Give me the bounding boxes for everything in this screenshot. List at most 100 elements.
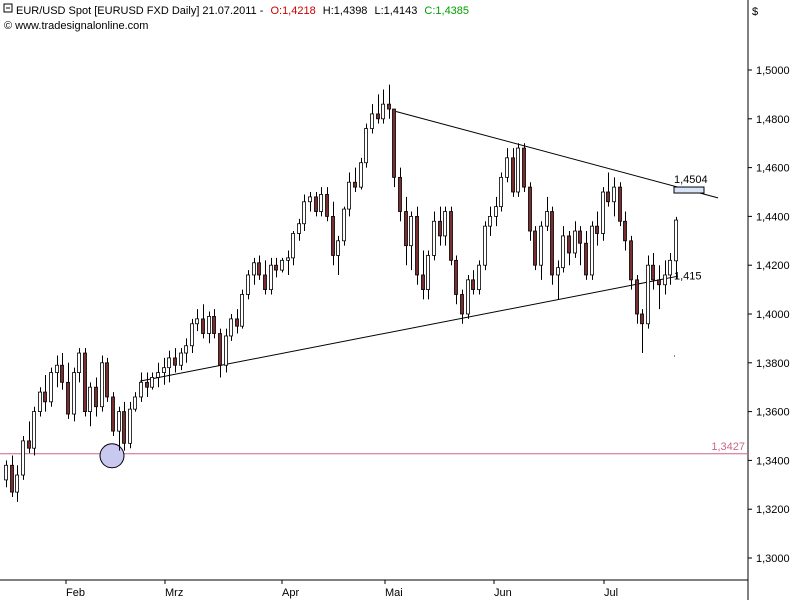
candle-body bbox=[100, 362, 104, 408]
candle bbox=[139, 372, 143, 402]
candle-body bbox=[668, 259, 672, 276]
candle-body bbox=[432, 220, 436, 256]
candle-body bbox=[27, 440, 31, 449]
candle-body bbox=[319, 194, 323, 212]
candle-body bbox=[15, 474, 19, 493]
candle-body bbox=[257, 262, 261, 276]
candle-body bbox=[398, 176, 402, 212]
candle-body bbox=[218, 333, 222, 366]
candle-body bbox=[533, 230, 537, 266]
candle-body bbox=[466, 279, 470, 315]
candle-body bbox=[72, 372, 76, 415]
candle bbox=[460, 289, 464, 324]
candle-body bbox=[516, 147, 520, 193]
candle bbox=[539, 221, 543, 280]
annotation-1-415: 1,415 bbox=[674, 270, 702, 282]
candle bbox=[331, 201, 335, 266]
candle-body bbox=[286, 257, 290, 261]
candle-body bbox=[578, 230, 582, 244]
candle bbox=[387, 84, 391, 119]
candle bbox=[483, 221, 487, 271]
candle bbox=[302, 194, 306, 232]
candle-body bbox=[347, 181, 351, 210]
candle bbox=[173, 348, 177, 373]
candle-body bbox=[139, 381, 143, 398]
candle-body bbox=[280, 259, 284, 271]
support-line-label: 1,3427 bbox=[711, 441, 745, 453]
candle-body bbox=[308, 196, 312, 203]
candle bbox=[111, 392, 115, 436]
y-tick-label: 1,4600 bbox=[756, 163, 790, 175]
x-tick-label: Mai bbox=[385, 587, 403, 599]
candle bbox=[128, 401, 132, 449]
candles bbox=[4, 84, 678, 502]
candle bbox=[674, 216, 678, 280]
candle-body bbox=[190, 323, 194, 347]
candle bbox=[606, 172, 610, 207]
candle bbox=[21, 436, 25, 480]
candle-body bbox=[488, 215, 492, 227]
candle-body bbox=[77, 352, 81, 373]
candle-body bbox=[162, 367, 166, 373]
candle bbox=[516, 143, 520, 197]
candle bbox=[150, 372, 154, 390]
annotation-1-4504: 1,4504 bbox=[674, 174, 708, 186]
candle-body bbox=[623, 220, 627, 242]
candle-body bbox=[21, 440, 25, 476]
candle-body bbox=[606, 191, 610, 203]
candle-body bbox=[10, 464, 14, 493]
candle bbox=[528, 182, 532, 241]
candle bbox=[488, 206, 492, 236]
chart-title: EUR/USD Spot [EURUSD FXD Daily] 21.07.20… bbox=[16, 5, 264, 17]
candle bbox=[49, 367, 53, 407]
candle-body bbox=[314, 196, 318, 212]
x-tick-label: Jun bbox=[494, 587, 512, 599]
candle bbox=[573, 221, 577, 258]
candle bbox=[392, 108, 396, 188]
candle bbox=[190, 318, 194, 354]
candle-body bbox=[342, 208, 346, 242]
candle bbox=[629, 235, 633, 290]
candle bbox=[212, 309, 216, 339]
candle bbox=[252, 257, 256, 285]
candle bbox=[359, 157, 363, 190]
descending-trendline bbox=[395, 110, 719, 199]
candle bbox=[297, 218, 301, 241]
candle-body bbox=[674, 219, 678, 262]
candle bbox=[38, 387, 42, 417]
candle bbox=[314, 192, 318, 217]
candle bbox=[156, 362, 160, 388]
candle-body bbox=[409, 215, 413, 247]
candle bbox=[370, 104, 374, 134]
candle-body bbox=[629, 240, 633, 281]
candle-body bbox=[117, 411, 121, 432]
collapse-box-icon[interactable] bbox=[3, 3, 13, 13]
candle bbox=[494, 196, 498, 227]
candle bbox=[404, 196, 408, 266]
candle-body bbox=[60, 364, 64, 383]
candle-body bbox=[173, 357, 177, 366]
candle bbox=[612, 177, 616, 217]
candle-body bbox=[561, 235, 565, 269]
candle bbox=[145, 372, 149, 397]
candle bbox=[32, 406, 36, 456]
candle-body bbox=[522, 147, 526, 188]
candle bbox=[376, 94, 380, 124]
candle-body bbox=[364, 128, 368, 164]
candle bbox=[342, 206, 346, 246]
candle bbox=[229, 314, 233, 341]
candle-body bbox=[471, 279, 475, 290]
candle-body bbox=[483, 225, 487, 266]
x-tick-label: Feb bbox=[66, 587, 85, 599]
candle bbox=[522, 143, 526, 192]
candle bbox=[499, 172, 503, 212]
candle bbox=[561, 226, 565, 273]
candle bbox=[584, 231, 588, 280]
candle-body bbox=[212, 316, 216, 334]
candle-body bbox=[302, 201, 306, 225]
candle bbox=[578, 226, 582, 266]
candle-body bbox=[331, 215, 335, 256]
candle bbox=[105, 357, 109, 402]
candle-body bbox=[567, 235, 571, 254]
candle bbox=[83, 348, 87, 417]
